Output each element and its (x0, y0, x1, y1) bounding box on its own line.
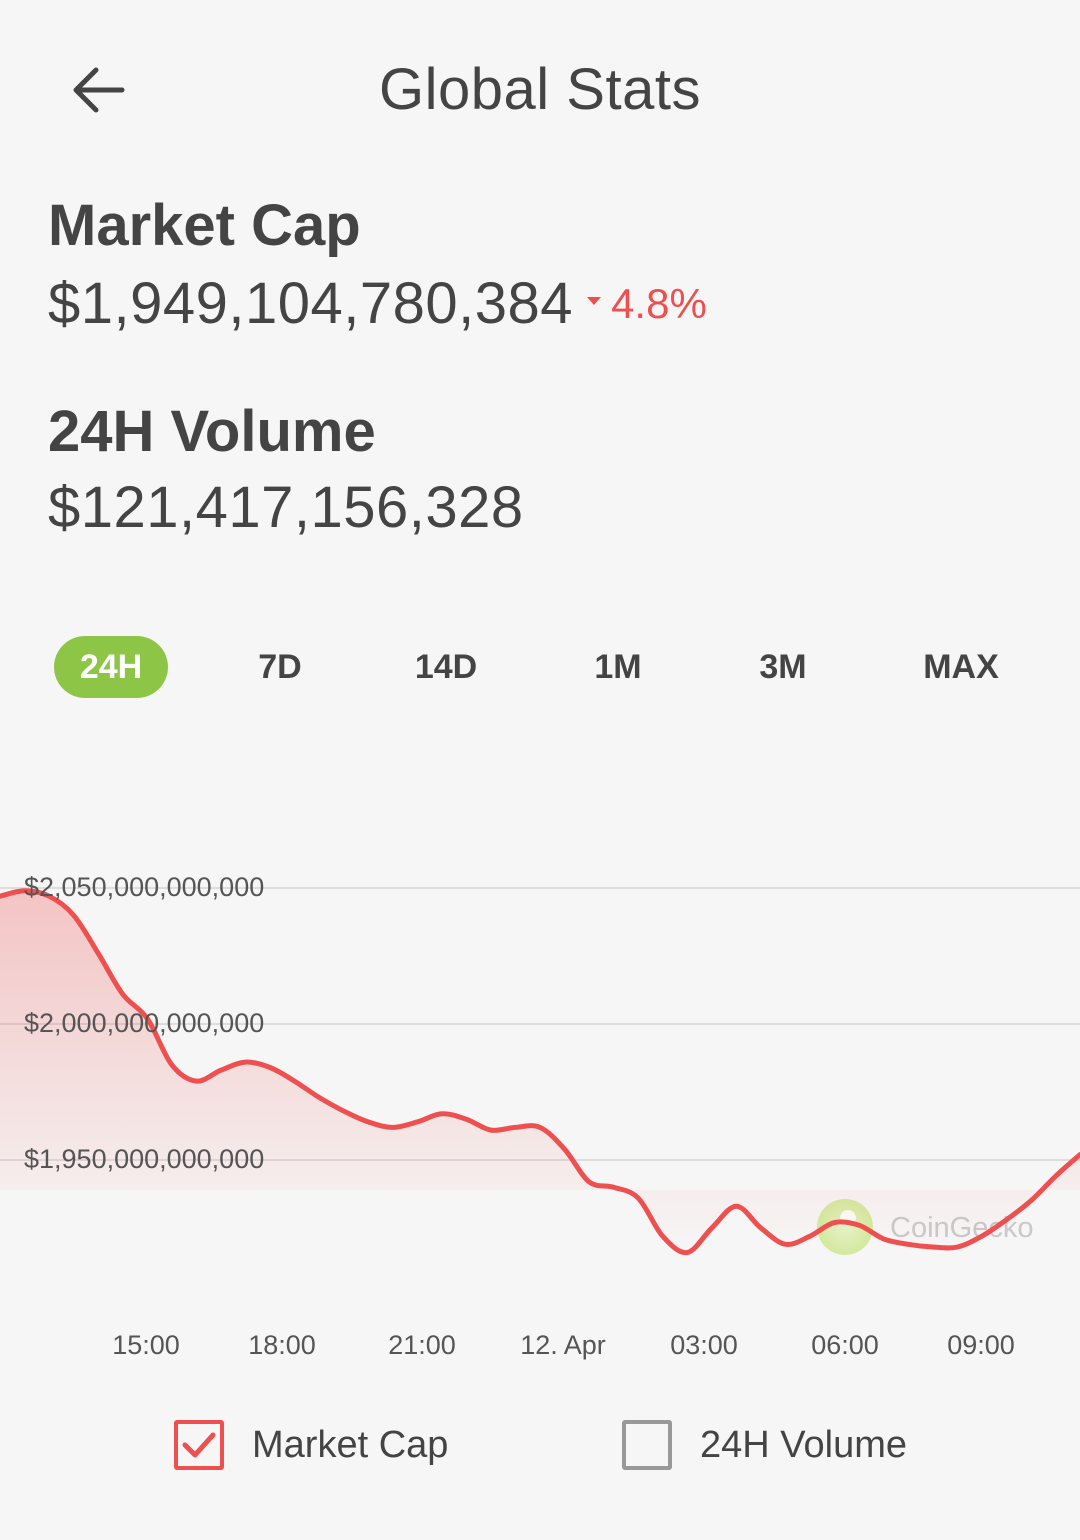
x-tick-label: 09:00 (947, 1330, 1015, 1360)
arrow-left-icon (73, 67, 125, 113)
chart-legend: Market Cap 24H Volume (0, 1420, 1080, 1480)
market-cap-label: Market Cap (48, 193, 361, 258)
legend-volume[interactable]: 24H Volume (622, 1420, 907, 1470)
market-cap-row: $1,949,104,780,384 4.8% (48, 270, 707, 337)
x-tick-label: 15:00 (112, 1330, 180, 1360)
back-button[interactable] (48, 40, 148, 140)
range-14d[interactable]: 14D (414, 648, 478, 686)
caret-down-icon (587, 296, 602, 305)
volume-value: $121,417,156,328 (48, 475, 524, 540)
market-cap-checkbox[interactable] (174, 1420, 224, 1470)
market-cap-chart[interactable]: CoinGecko $1,950,000,000,000$2,000,000,0… (0, 860, 1080, 1390)
time-range-tabs: 24H 7D 14D 1M 3M MAX (0, 636, 1080, 700)
market-cap-change: 4.8% (611, 279, 707, 327)
range-1m[interactable]: 1M (594, 648, 642, 686)
x-tick-label: 12. Apr (520, 1330, 606, 1360)
x-tick-label: 21:00 (388, 1330, 456, 1360)
range-7d[interactable]: 7D (258, 648, 302, 686)
checkmark-icon (182, 1432, 216, 1458)
volume-label: 24H Volume (48, 399, 376, 464)
x-tick-label: 18:00 (248, 1330, 316, 1360)
range-max[interactable]: MAX (923, 648, 999, 686)
market-cap-value: $1,949,104,780,384 (48, 271, 574, 336)
y-tick-label: $2,000,000,000,000 (24, 1008, 264, 1038)
app-header: Global Stats (0, 0, 1080, 170)
legend-market-cap[interactable]: Market Cap (174, 1420, 448, 1470)
range-3m[interactable]: 3M (759, 648, 807, 686)
y-tick-label: $1,950,000,000,000 (24, 1144, 264, 1174)
x-tick-label: 03:00 (670, 1330, 738, 1360)
legend-market-cap-label: Market Cap (252, 1423, 449, 1466)
volume-checkbox[interactable] (622, 1420, 672, 1470)
y-tick-label: $2,050,000,000,000 (24, 872, 264, 902)
market-cap-line (0, 888, 1080, 1256)
page-title: Global Stats (379, 57, 701, 122)
range-24h[interactable]: 24H (54, 636, 168, 698)
x-tick-label: 06:00 (811, 1330, 879, 1360)
legend-volume-label: 24H Volume (700, 1423, 908, 1466)
market-cap-area (0, 890, 1080, 1253)
